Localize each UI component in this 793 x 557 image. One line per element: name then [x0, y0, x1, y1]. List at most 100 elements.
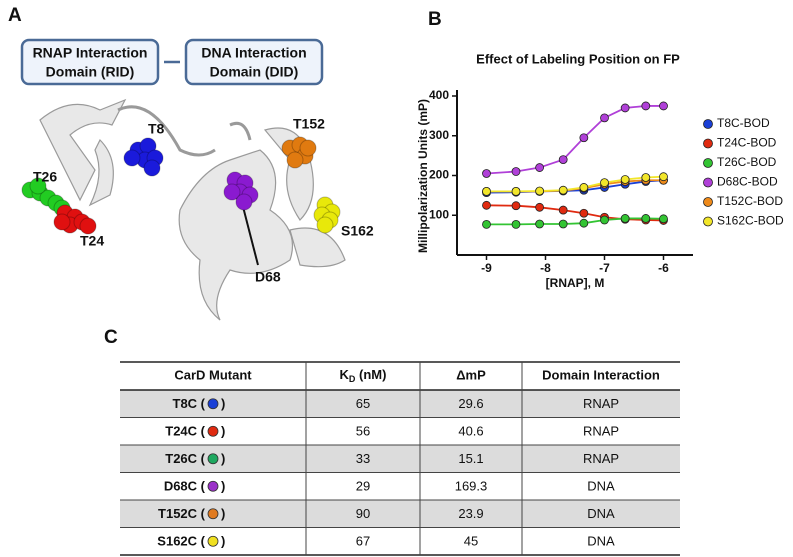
legend-label: D68C-BOD — [717, 175, 778, 189]
legend-marker — [703, 216, 713, 227]
domain-cell: RNAP — [583, 451, 619, 466]
x-tick-label: -7 — [599, 261, 610, 275]
mutant-cell: T24C ( — [165, 424, 205, 439]
data-point — [659, 101, 668, 111]
data-point — [641, 214, 651, 223]
residue-label: T8 — [148, 121, 165, 137]
data-point — [558, 155, 568, 165]
atom-sphere — [299, 139, 317, 157]
mutant-cell: ) — [221, 534, 225, 549]
atom-sphere — [53, 213, 71, 231]
color-dot — [207, 453, 219, 465]
dmp-cell: 15.1 — [458, 451, 483, 466]
legend-marker — [703, 197, 713, 207]
data-point — [600, 113, 609, 123]
ribbon — [39, 98, 127, 202]
color-dot — [207, 508, 219, 520]
kd-cell: 65 — [356, 396, 370, 411]
subscript: D — [349, 374, 356, 384]
domain-box — [184, 38, 324, 86]
domain-cell: DNA — [587, 479, 615, 494]
mutant-cell: ) — [221, 396, 225, 411]
mutant-cell: T8C ( — [173, 396, 206, 411]
data-point — [482, 186, 491, 196]
y-tick-label: 100 — [429, 207, 449, 221]
color-dot — [207, 425, 219, 437]
legend-label: T26C-BOD — [717, 155, 777, 169]
atom-sphere — [143, 159, 161, 177]
legend-marker — [703, 138, 713, 149]
data-point — [558, 185, 568, 195]
x-tick-label: -6 — [658, 261, 669, 275]
data-point — [600, 178, 609, 188]
data-point — [600, 215, 609, 225]
header-cell: Domain Interaction — [542, 367, 660, 382]
data-point — [558, 219, 568, 229]
mutant-cell: ) — [221, 451, 225, 466]
atom-sphere — [316, 216, 334, 234]
domain-label: Domain (RID) — [46, 64, 135, 80]
domain-cell: RNAP — [583, 396, 619, 411]
dmp-cell: 40.6 — [458, 424, 483, 439]
panel-label: C — [104, 327, 118, 348]
domain-box — [20, 38, 160, 86]
domain-label: DNA Interaction — [201, 45, 306, 61]
kd-cell: 90 — [356, 506, 370, 521]
atom-sphere — [29, 177, 47, 195]
data-point — [579, 133, 589, 143]
loop — [229, 121, 252, 141]
x-tick-label: -9 — [481, 261, 492, 275]
atom-sphere — [79, 217, 97, 235]
header-cell: KD (nM) — [340, 367, 387, 384]
legend-label: T24C-BOD — [717, 136, 777, 150]
data-point — [535, 219, 544, 229]
mutant-cell: ) — [221, 506, 225, 521]
domain-label: RNAP Interaction — [33, 45, 148, 61]
data-point — [511, 186, 521, 196]
table: CarD Mutant KD (nM) ΔmP Domain Interaction T… — [120, 361, 680, 556]
data-point — [579, 208, 589, 218]
mutant-cell: ) — [221, 424, 225, 439]
residue-label: T26 — [33, 169, 57, 185]
data-point — [511, 219, 521, 229]
color-dot — [207, 398, 219, 410]
data-point — [511, 167, 521, 176]
data-point — [535, 202, 544, 212]
mutant-cell: T26C ( — [165, 451, 205, 466]
domain-cell: DNA — [587, 534, 615, 549]
domain-cell: RNAP — [583, 424, 619, 439]
data-point — [620, 214, 630, 223]
data-point — [579, 218, 589, 228]
x-axis-label: [RNAP], M — [546, 276, 605, 290]
color-dot — [207, 535, 219, 547]
atom-sphere — [123, 149, 141, 167]
ribbon — [88, 138, 114, 207]
mutant-cell: D68C ( — [164, 479, 206, 494]
kd-cell: 29 — [356, 479, 370, 494]
dmp-cell: 45 — [464, 534, 478, 549]
domain-cell: DNA — [587, 506, 615, 521]
atom-sphere — [223, 183, 241, 201]
atom-sphere — [286, 151, 304, 169]
kd-cell: 33 — [356, 451, 370, 466]
y-tick-label: 400 — [429, 88, 449, 102]
dmp-cell: 29.6 — [458, 396, 483, 411]
legend-label: T8C-BOD — [717, 116, 770, 130]
chart-title: Effect of Labeling Position on FP — [476, 51, 680, 66]
data-point — [482, 169, 491, 178]
y-axis-label: Millipolarization Units (mP) — [416, 99, 430, 253]
data-point — [659, 172, 668, 182]
residue-label: T152 — [293, 116, 325, 132]
ribbon — [289, 227, 346, 268]
chart: 100 200 300 400 -9 -8 -7 -6 T8C-BOD T24C-BOD T26C-… — [429, 88, 784, 275]
mutant-cell: ) — [221, 479, 225, 494]
residue-label: D68 — [255, 269, 281, 285]
data-point — [535, 163, 544, 172]
data-point — [620, 103, 630, 113]
dmp-cell: 23.9 — [458, 506, 483, 521]
data-point — [558, 205, 568, 215]
data-point — [641, 173, 651, 182]
series-line — [486, 105, 664, 175]
header-cell: CarD Mutant — [174, 367, 252, 382]
